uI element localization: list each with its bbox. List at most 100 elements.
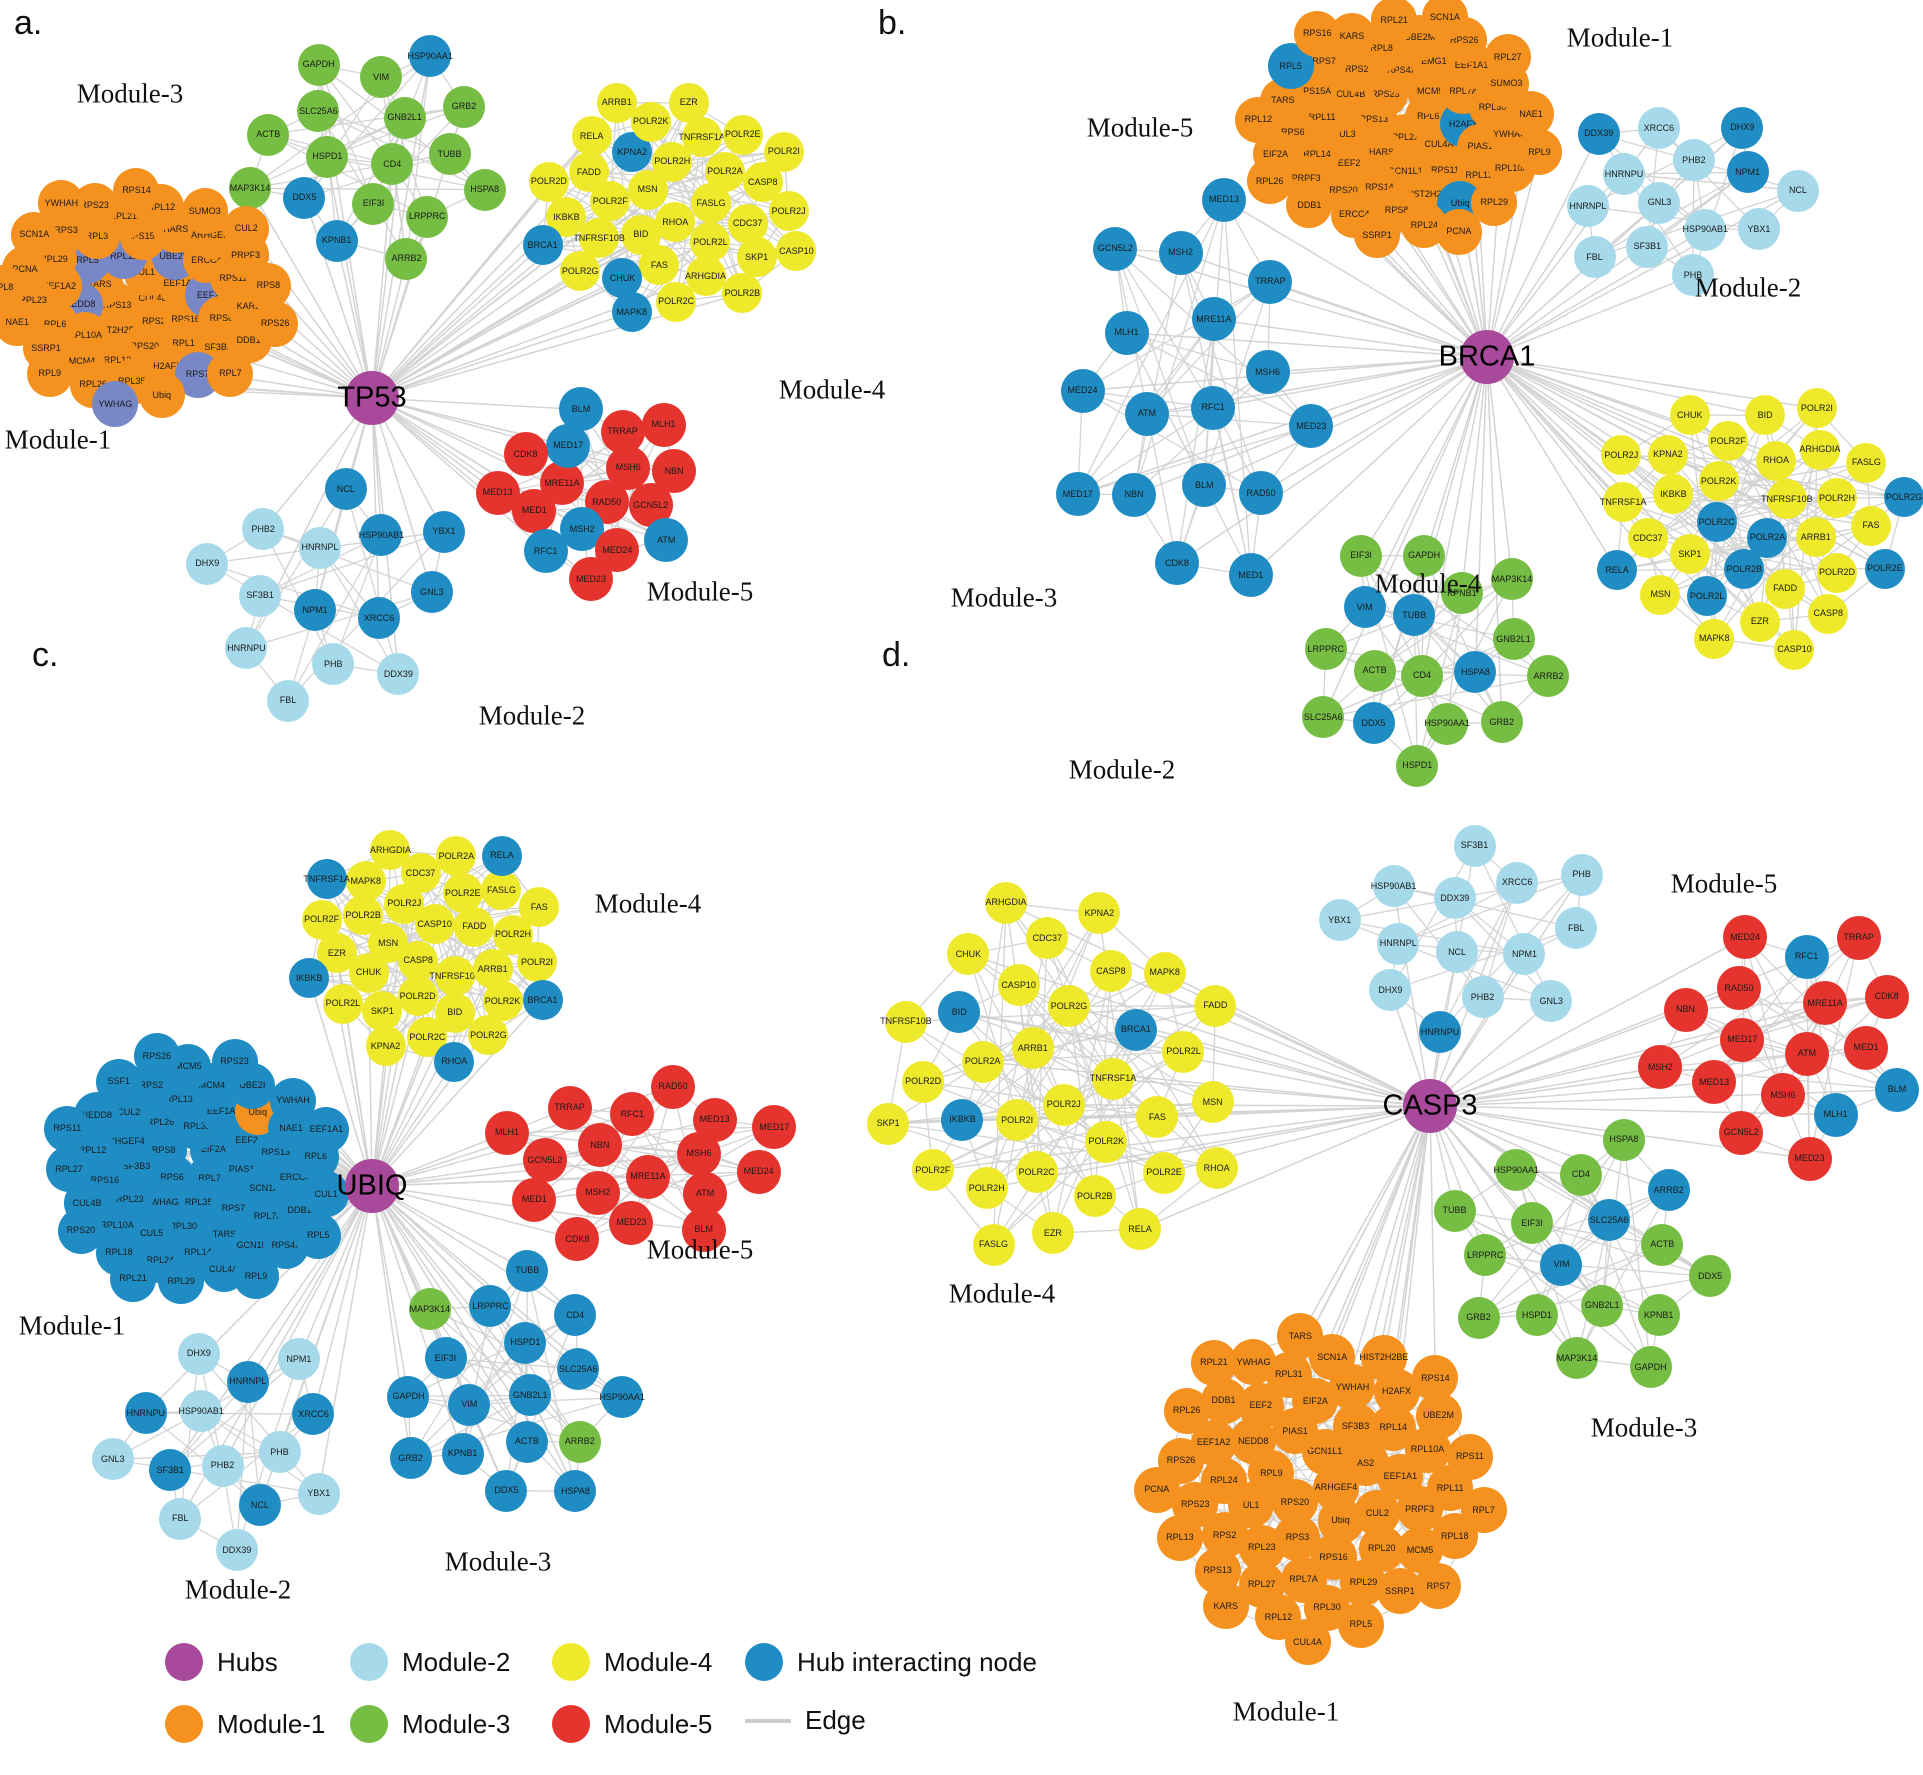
gene-node: RHOA [434, 1041, 475, 1082]
gene-node: CDK8 [503, 432, 548, 477]
gene-node: DDX5 [485, 1469, 528, 1512]
gene-node: POLR2I [1796, 388, 1837, 429]
panel-letter-b: b. [878, 4, 907, 42]
legend-label: Module-4 [604, 1646, 713, 1677]
gene-node: GNL3 [1638, 181, 1681, 224]
gene-node: POLR2C [1696, 502, 1737, 543]
legend-label: Module-2 [402, 1646, 511, 1677]
gene-node: DDB1 [1286, 182, 1333, 229]
gene-node: RAD50 [1717, 966, 1762, 1011]
gene-node: NCL [1436, 931, 1479, 974]
gene-node: PCNA [1133, 1466, 1180, 1513]
gene-node: NPM1 [1726, 151, 1769, 194]
gene-node: XRCC6 [1496, 861, 1539, 904]
gene-node: ARHGDIA [985, 881, 1028, 924]
gene-node: POLR2B [343, 895, 384, 936]
gene-node: CHUK [947, 933, 990, 976]
module-label: Module-3 [1590, 1412, 1698, 1443]
gene-node: ARRB2 [1527, 655, 1570, 698]
gene-node: POLR2I [763, 131, 804, 172]
gene-node: MAPK8 [1143, 951, 1186, 994]
gene-node: POLR2C [407, 1017, 448, 1058]
legend-label: Edge [805, 1705, 866, 1735]
gene-node: POLR2E [442, 873, 483, 914]
gene-node: HSPD1 [1396, 744, 1439, 787]
legend-label: Module-5 [604, 1708, 713, 1739]
gene-node: HNRNPU [1603, 153, 1646, 196]
gene-node: POLR2A [961, 1040, 1004, 1083]
gene-node: TUBB [428, 133, 471, 176]
legend-item: Hubs [165, 1643, 278, 1681]
gene-node: DHX9 [177, 1332, 220, 1375]
gene-node: KPNB1 [315, 219, 358, 262]
gene-node: POLR2F [911, 1149, 954, 1192]
gene-node: CASP10 [1774, 629, 1815, 670]
gene-node: DDX5 [1689, 1255, 1732, 1298]
gene-node: RPL9 [26, 350, 73, 397]
gene-node: BRCA1 [522, 225, 563, 266]
gene-node: POLR2C [1015, 1151, 1058, 1194]
gene-node: TARS [1277, 1313, 1324, 1360]
gene-node: POLR2G [560, 251, 601, 291]
gene-node: MED17 [1720, 1017, 1765, 1062]
gene-node: NPM1 [1503, 933, 1546, 976]
gene-node: CD4 [1559, 1153, 1602, 1196]
gene-node: CDC37 [727, 203, 768, 244]
gene-node: PHB [258, 1431, 301, 1474]
gene-node: TNFRSF10B [429, 956, 481, 997]
gene-node: RPL5 [1337, 1601, 1384, 1648]
gene-node: RPS14 [1412, 1355, 1459, 1402]
gene-node: GAPDH [387, 1375, 430, 1418]
gene-node: TUBB [1393, 594, 1436, 637]
gene-node: MED1 [1843, 1025, 1888, 1070]
panel-letter-c: c. [32, 636, 59, 674]
gene-node: RPL7 [207, 350, 254, 397]
gene-node: GNB2L1 [383, 96, 426, 139]
gene-node: MED17 [1055, 472, 1100, 517]
gene-node: NPM1 [277, 1338, 320, 1381]
gene-node: RELA [481, 835, 522, 876]
gene-node: MRE11A [1803, 981, 1848, 1026]
gene-node: LRPPRC [1304, 628, 1347, 671]
gene-node: KPNA2 [1078, 892, 1121, 935]
legend-swatch-module3 [350, 1705, 388, 1743]
gene-node: PHB [1672, 254, 1715, 297]
gene-node: POLR2I [996, 1099, 1039, 1142]
gene-node: DDX5 [283, 176, 326, 219]
gene-node: EIF3I [352, 182, 395, 225]
gene-node: GCN5L2 [522, 1138, 567, 1183]
gene-node: PHB [312, 643, 355, 686]
gene-node: RELA [1597, 550, 1638, 591]
legend-swatch-module2 [350, 1643, 388, 1681]
gene-node: RFC1 [1191, 385, 1236, 430]
gene-node: MSH6 [606, 445, 651, 490]
panel-letter-a: a. [14, 4, 43, 42]
gene-node: MED23 [1787, 1136, 1832, 1181]
gene-node: POLR2G [468, 1015, 509, 1056]
gene-node: POLR2L [690, 222, 731, 263]
gene-node: CUL4A [1284, 1619, 1331, 1666]
gene-node: RPS11 [44, 1105, 91, 1152]
gene-node: VIM [360, 56, 403, 99]
gene-node: FASLG [972, 1223, 1015, 1266]
gene-node: SKP1 [736, 237, 777, 278]
gene-node: NBN [1112, 472, 1157, 517]
gene-node: PHB2 [242, 508, 285, 551]
gene-node: Ubiq [138, 372, 185, 419]
gene-node: CASP8 [1089, 950, 1132, 993]
gene-node: BLM [558, 387, 603, 432]
gene-node: GCN5L2 [1719, 1110, 1764, 1155]
gene-node: RPL7 [1460, 1487, 1507, 1533]
gene-node: SSRP1 [1354, 212, 1401, 259]
gene-node: LRPPRC [406, 195, 449, 238]
gene-node: MSH2 [575, 1170, 620, 1215]
gene-node: GNB2L1 [1581, 1284, 1624, 1327]
module-label: Module-3 [444, 1546, 552, 1577]
gene-node: RPS14 [113, 167, 160, 214]
gene-node: POLR2G [1884, 477, 1923, 518]
module-label: Module-5 [646, 1234, 754, 1265]
module-label: Module-2 [184, 1574, 292, 1605]
gene-node: RFC1 [1784, 934, 1829, 979]
gene-node: EZR [668, 82, 709, 123]
